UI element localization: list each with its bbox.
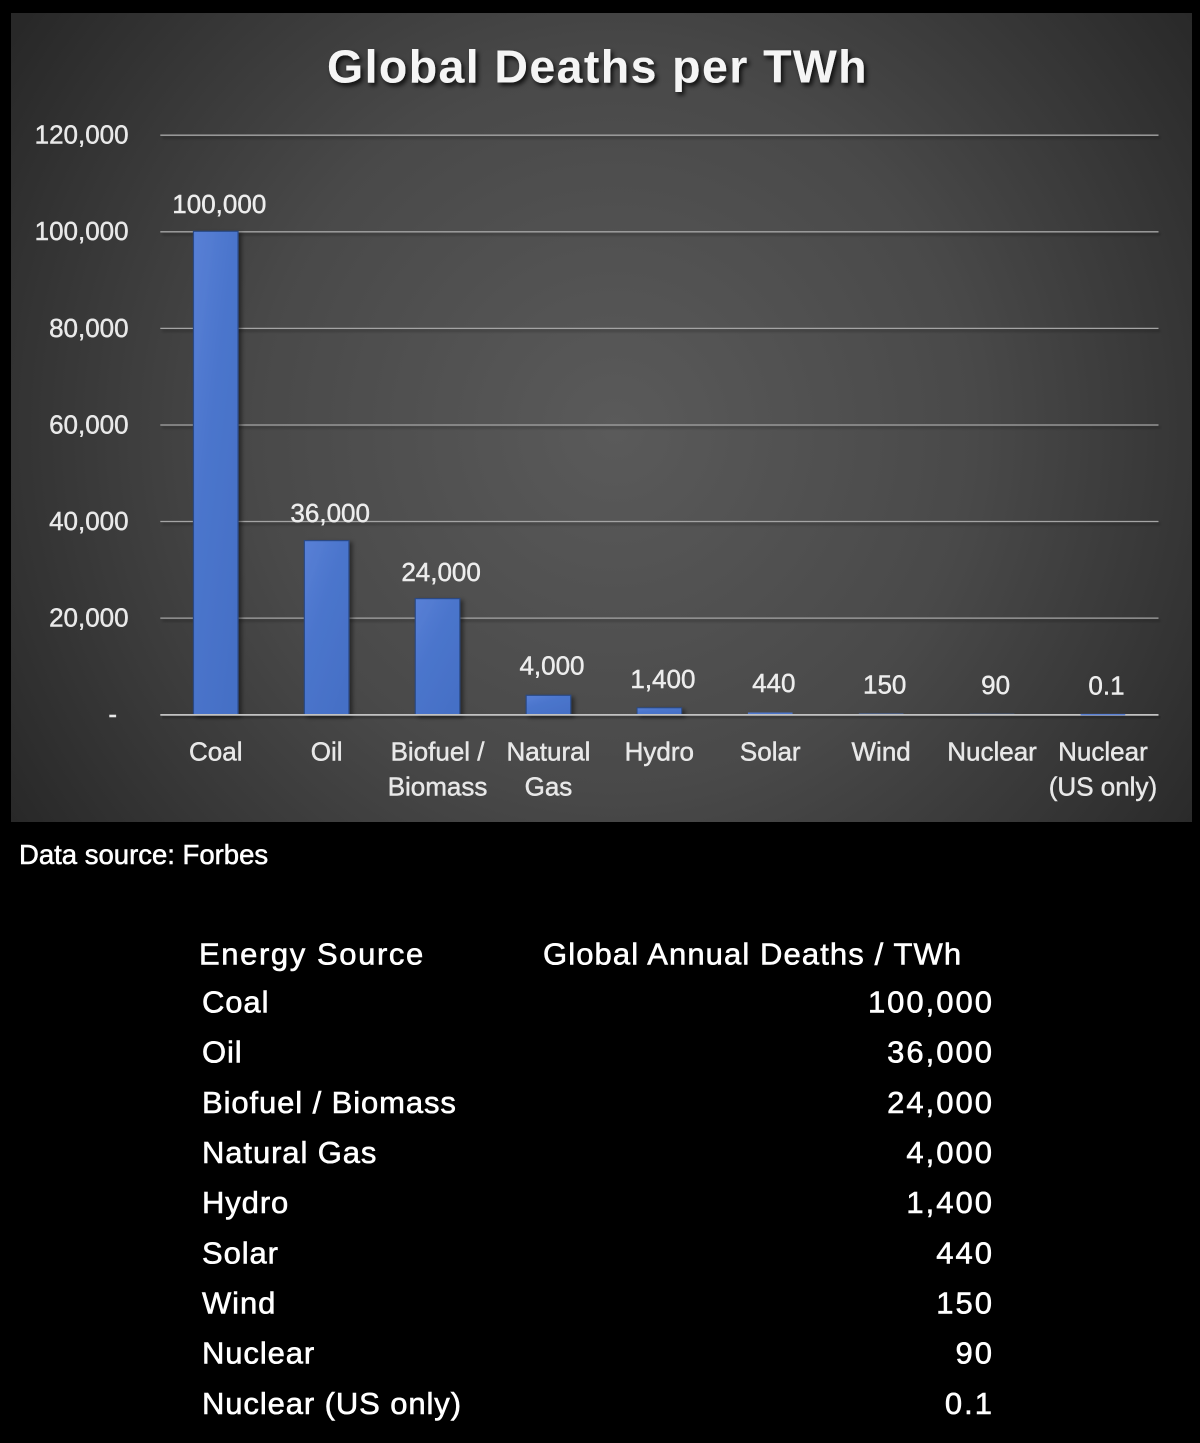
svg-text:Coal: Coal [189, 737, 242, 767]
svg-text:36,000: 36,000 [887, 1035, 994, 1070]
svg-text:Nuclear: Nuclear [947, 737, 1037, 767]
svg-text:0.1: 0.1 [1088, 671, 1124, 701]
svg-text:Natural Gas: Natural Gas [202, 1135, 377, 1170]
svg-text:60,000: 60,000 [49, 409, 129, 439]
svg-text:Wind: Wind [202, 1286, 276, 1321]
svg-text:80,000: 80,000 [49, 313, 129, 343]
svg-text:(US only): (US only) [1049, 772, 1157, 802]
svg-text:4,000: 4,000 [519, 651, 584, 681]
svg-text:Global Deaths per TWh: Global Deaths per TWh [327, 41, 868, 93]
svg-text:Coal: Coal [202, 985, 269, 1020]
svg-text:Solar: Solar [202, 1235, 279, 1270]
svg-text:Solar: Solar [740, 737, 801, 767]
svg-text:-: - [108, 699, 117, 729]
svg-text:24,000: 24,000 [401, 557, 481, 587]
svg-text:Nuclear (US only): Nuclear (US only) [202, 1386, 462, 1421]
svg-text:Gas: Gas [525, 772, 573, 802]
svg-text:90: 90 [981, 670, 1010, 700]
svg-text:Biofuel /: Biofuel / [391, 737, 486, 767]
svg-text:Oil: Oil [311, 737, 343, 767]
svg-text:Hydro: Hydro [625, 737, 694, 767]
svg-text:Nuclear: Nuclear [202, 1336, 315, 1371]
svg-text:Nuclear: Nuclear [1058, 737, 1148, 767]
svg-text:Oil: Oil [202, 1035, 243, 1070]
svg-text:440: 440 [752, 668, 795, 698]
svg-text:4,000: 4,000 [906, 1135, 994, 1170]
svg-text:90: 90 [956, 1336, 994, 1371]
svg-text:100,000: 100,000 [868, 985, 994, 1020]
svg-text:0.1: 0.1 [945, 1386, 994, 1421]
svg-text:24,000: 24,000 [887, 1085, 994, 1120]
svg-text:1,400: 1,400 [906, 1185, 994, 1220]
svg-text:Data source: Forbes: Data source: Forbes [19, 839, 268, 870]
svg-text:Hydro: Hydro [202, 1185, 289, 1220]
svg-text:440: 440 [936, 1235, 994, 1270]
svg-text:40,000: 40,000 [49, 506, 129, 536]
svg-text:100,000: 100,000 [172, 189, 266, 219]
svg-text:150: 150 [863, 670, 906, 700]
svg-text:Biofuel / Biomass: Biofuel / Biomass [202, 1085, 457, 1120]
svg-text:36,000: 36,000 [290, 498, 370, 528]
svg-text:150: 150 [936, 1286, 994, 1321]
svg-text:Wind: Wind [852, 737, 911, 767]
svg-text:100,000: 100,000 [35, 216, 129, 246]
svg-text:1,400: 1,400 [630, 664, 695, 694]
svg-text:120,000: 120,000 [35, 120, 129, 150]
svg-text:Energy Source: Energy Source [199, 937, 425, 972]
svg-text:Biomass: Biomass [388, 772, 488, 802]
svg-text:Global Annual Deaths / TWh: Global Annual Deaths / TWh [543, 937, 962, 972]
svg-text:Natural: Natural [507, 737, 591, 767]
svg-text:20,000: 20,000 [49, 603, 129, 633]
